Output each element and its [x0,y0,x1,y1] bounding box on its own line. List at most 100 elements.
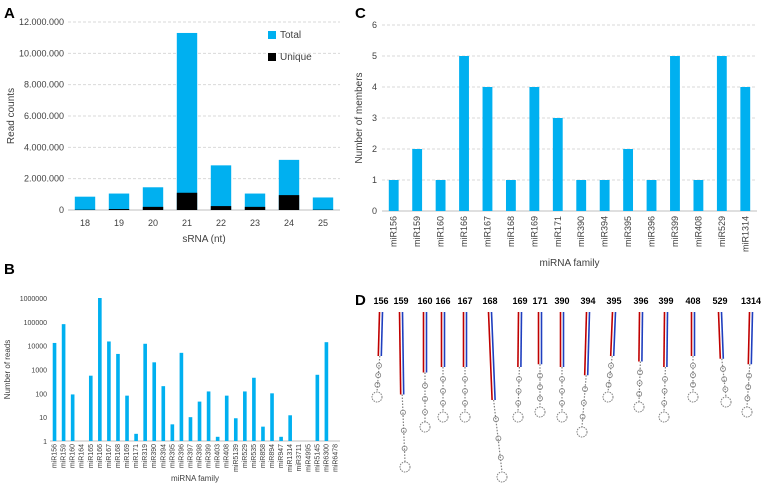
bar-c [646,180,657,211]
stem-strand-red [663,311,666,368]
x-tick-b: miR396 [178,444,185,468]
bar-c [482,87,493,211]
bar-b [52,342,57,441]
y-tick-b: 10000 [28,344,48,351]
legend-label-total: Total [280,30,301,41]
structure-label: 169 [512,296,527,306]
internal-loop [400,427,407,434]
internal-loop [495,435,502,442]
internal-loop [744,395,751,402]
stem-tail [721,358,727,398]
internal-loop [559,376,565,382]
bar-unique [108,209,130,210]
bar-b [88,375,93,441]
terminal-loop [534,406,546,418]
bar-c [435,180,446,211]
internal-loop [374,381,381,388]
stem-tail [638,361,641,403]
x-tick-a: 19 [114,218,124,228]
x-tick-b: miR390 [151,444,158,468]
x-tick-b: miR167 [106,444,113,468]
stem-strand-blue [750,311,754,365]
structure-label: 395 [606,296,621,306]
internal-loop [690,362,696,369]
internal-loop [462,376,468,382]
internal-loop [661,388,668,394]
internal-loop [400,409,406,416]
stem-strand-red [638,311,641,362]
internal-loop [608,362,614,369]
internal-loop [746,372,752,379]
stem-strand-blue [490,311,496,401]
internal-loop [636,390,643,397]
bar-b [324,342,329,441]
x-tick-c: miR529 [717,216,727,247]
x-tick-b: miR6300 [323,444,330,472]
stem-strand-red [487,311,493,401]
bar-b [170,424,175,441]
bar-b [152,362,157,441]
stem-strand-red [398,311,402,395]
internal-loop [537,395,543,402]
bar-b [224,395,229,441]
internal-loop [462,400,468,406]
x-tick-c: miR167 [482,216,492,247]
bar-c [388,180,399,211]
stem-strand-blue [641,311,644,362]
x-tick-c: miR395 [623,216,633,247]
bar-b [215,436,220,441]
internal-loop [493,416,499,423]
bar-b [116,353,120,441]
bar-c [552,118,563,211]
y-tick-a: 10.000.000 [19,48,64,58]
x-tick-c: miR168 [506,216,516,247]
x-tick-c: miR156 [389,216,399,247]
x-tick-b: miR3711 [296,444,303,472]
y-tick-a: 0 [59,205,64,215]
terminal-loop [576,426,588,438]
terminal-loop [437,411,449,423]
x-tick-b: miR403 [215,444,222,468]
internal-loop [662,376,668,382]
y-tick-c: 3 [372,113,377,123]
internal-loop [515,400,522,406]
bar-b [252,377,256,441]
bar-c [740,87,751,211]
internal-loop [690,372,696,379]
internal-loop [497,454,504,461]
y-tick-c: 6 [372,20,377,30]
legend-swatch-unique [268,53,276,61]
internal-loop [745,384,752,390]
terminal-loop [399,461,411,473]
structure-label: 167 [457,296,472,306]
internal-loop [401,445,408,452]
internal-loop [375,372,382,379]
legend-swatch-total [268,31,276,39]
bar-c [412,149,423,211]
y-tick-b: 10 [39,415,47,422]
structure-label: 399 [658,296,673,306]
terminal-loop [602,391,614,403]
internal-loop [515,388,522,394]
internal-loop [636,380,643,387]
x-tick-c: miR394 [600,216,610,247]
x-tick-b: miR160 [70,444,77,468]
bar-b [270,393,274,441]
internal-loop [606,372,613,379]
y-tick-a: 4.000.000 [24,142,64,152]
bar-total [176,32,198,210]
x-tick-b: miR164 [79,444,86,468]
structure-label: 396 [633,296,648,306]
bar-b [134,433,138,441]
stem-tail [746,364,751,408]
x-tick-c: miR1314 [740,216,750,252]
stem-strand-red [609,311,614,357]
y-tick-a: 6.000.000 [24,111,64,121]
x-tick-a: 20 [148,218,158,228]
chart-a: 0 2.000.000 4.000.000 6.000.000 8.000.000 10.… [6,17,340,245]
bar-total [210,165,232,210]
internal-loop [440,388,446,394]
structure-label: 394 [580,296,595,306]
structure-label: 529 [712,296,727,306]
bar-b [197,401,202,441]
